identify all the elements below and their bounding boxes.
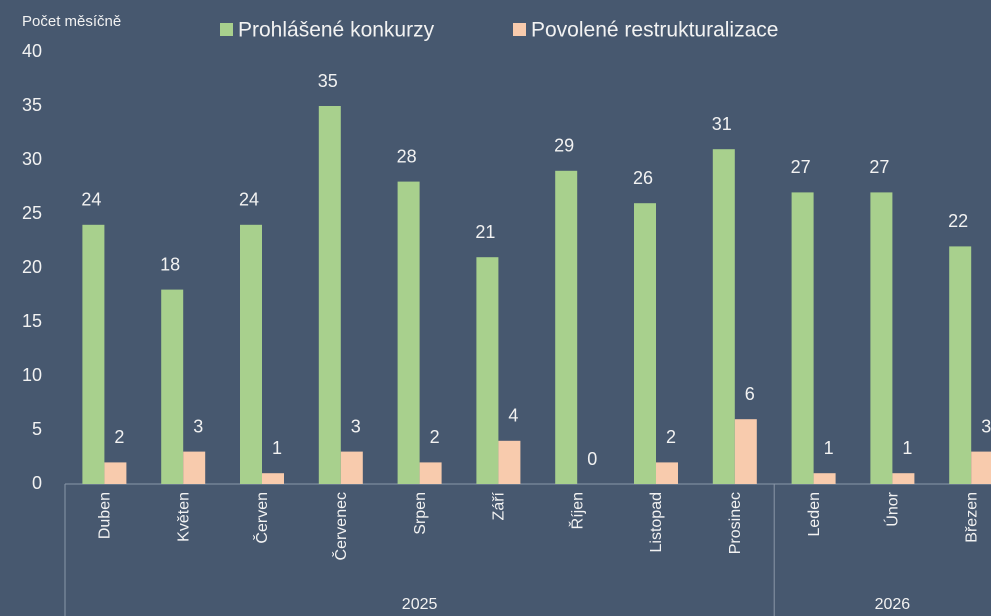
data-label: 21 (475, 222, 495, 242)
x-tick-label: Březen (963, 492, 980, 543)
y-tick-label: 40 (22, 41, 42, 61)
bar (971, 451, 991, 484)
y-tick-label: 20 (22, 257, 42, 277)
y-tick-label: 15 (22, 311, 42, 331)
legend-swatch (220, 23, 233, 36)
data-label: 29 (554, 136, 574, 156)
x-tick-label: Srpen (412, 492, 429, 535)
data-label: 2 (666, 427, 676, 447)
data-label: 28 (397, 146, 417, 166)
x-tick-label: Červenec (331, 492, 350, 560)
data-label: 24 (239, 190, 259, 210)
bar (161, 289, 184, 484)
data-label: 24 (81, 190, 101, 210)
data-label: 1 (902, 438, 912, 458)
data-label: 4 (508, 406, 518, 426)
x-tick-label: Duben (97, 492, 114, 539)
x-tick-label: Červen (252, 492, 271, 544)
x-tick-label: Prosinec (727, 492, 744, 554)
bar (104, 462, 127, 484)
bar (262, 473, 284, 484)
data-label: 6 (745, 384, 755, 404)
x-tick-label: Leden (806, 492, 823, 537)
data-label: 0 (587, 449, 597, 469)
y-tick-label: 5 (32, 419, 42, 439)
data-label: 27 (869, 157, 889, 177)
y-axis-label: Počet měsíčně (22, 13, 121, 30)
data-label: 3 (351, 416, 361, 436)
data-label: 18 (160, 254, 180, 274)
x-tick-label: Září (491, 491, 508, 520)
data-label: 35 (318, 71, 338, 91)
bar (498, 440, 521, 484)
bar (712, 149, 735, 484)
bar (734, 419, 757, 484)
y-tick-label: 35 (22, 95, 42, 115)
group-label: 2026 (875, 596, 911, 613)
bar (656, 462, 678, 484)
bar (318, 106, 341, 484)
legend-label: Povolené restrukturalizace (531, 19, 778, 42)
bar (634, 203, 656, 484)
data-label: 1 (272, 438, 282, 458)
legend-label: Prohlášené konkurzy (238, 19, 435, 42)
group-label: 2025 (402, 596, 438, 613)
data-label: 1 (824, 438, 834, 458)
y-tick-label: 0 (32, 473, 42, 493)
bar (949, 246, 972, 484)
data-label: 31 (712, 114, 732, 134)
bar (791, 192, 814, 484)
bar (892, 473, 915, 484)
data-label: 2 (430, 427, 440, 447)
bar (476, 257, 499, 484)
data-label: 2 (114, 427, 124, 447)
x-tick-label: Listopad (648, 492, 665, 553)
x-tick-label: Říjen (567, 492, 586, 529)
bar (183, 451, 206, 484)
x-tick-label: Únor (883, 491, 902, 526)
bar (397, 181, 420, 484)
data-label: 3 (193, 416, 203, 436)
data-label: 3 (981, 416, 991, 436)
legend-swatch (513, 23, 526, 36)
y-tick-label: 30 (22, 149, 42, 169)
bar (419, 462, 442, 484)
y-tick-label: 10 (22, 365, 42, 385)
bar (340, 451, 363, 484)
bar (82, 224, 105, 485)
bar (240, 224, 262, 485)
y-tick-label: 25 (22, 203, 42, 223)
data-label: 27 (791, 157, 811, 177)
bar (555, 170, 578, 485)
bar (813, 473, 836, 484)
data-label: 22 (948, 211, 968, 231)
x-tick-label: Květen (175, 492, 192, 542)
bar (870, 192, 893, 484)
data-label: 26 (633, 168, 653, 188)
